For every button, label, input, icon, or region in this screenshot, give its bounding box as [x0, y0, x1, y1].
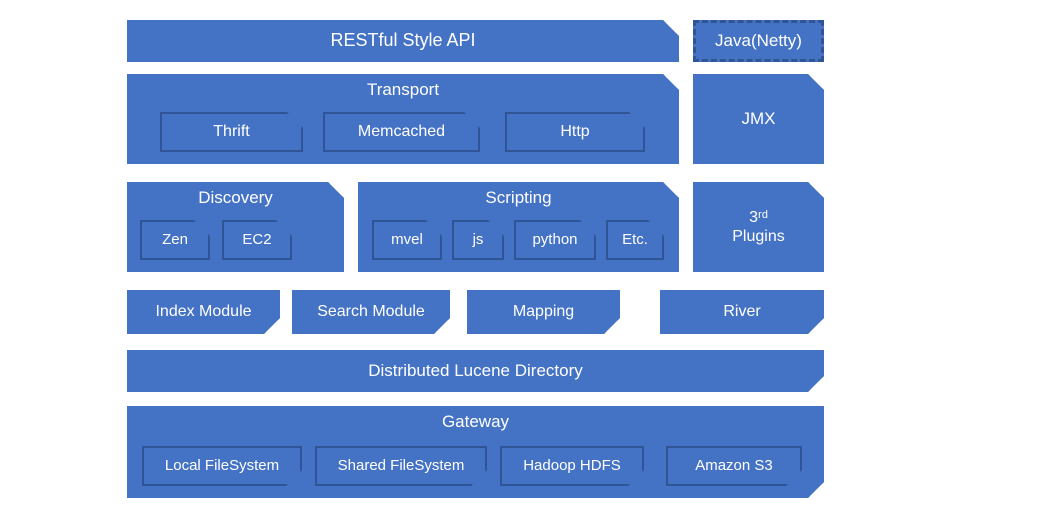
java-netty-block: Java(Netty)	[693, 20, 824, 62]
http-block: Http	[505, 112, 645, 152]
memcached-block: Memcached	[323, 112, 480, 152]
river-block: River	[660, 290, 824, 334]
thrift-block: Thrift	[160, 112, 303, 152]
search-module-block: Search Module	[292, 290, 450, 334]
restful-api-block: RESTful Style API	[127, 20, 679, 62]
python-block: python	[514, 220, 596, 260]
shared-fs-block: Shared FileSystem	[315, 446, 487, 486]
lucene-dir-block: Distributed Lucene Directory	[127, 350, 824, 392]
mvel-block: mvel	[372, 220, 442, 260]
amazon-s3-block: Amazon S3	[666, 446, 802, 486]
hadoop-hdfs-block: Hadoop HDFS	[500, 446, 644, 486]
jmx-block: JMX	[693, 74, 824, 164]
ec2-block: EC2	[222, 220, 292, 260]
local-fs-block: Local FileSystem	[142, 446, 302, 486]
plugins-block: 3ʳᵈ Plugins	[693, 182, 824, 272]
index-module-block: Index Module	[127, 290, 280, 334]
zen-block: Zen	[140, 220, 210, 260]
mapping-block: Mapping	[467, 290, 620, 334]
